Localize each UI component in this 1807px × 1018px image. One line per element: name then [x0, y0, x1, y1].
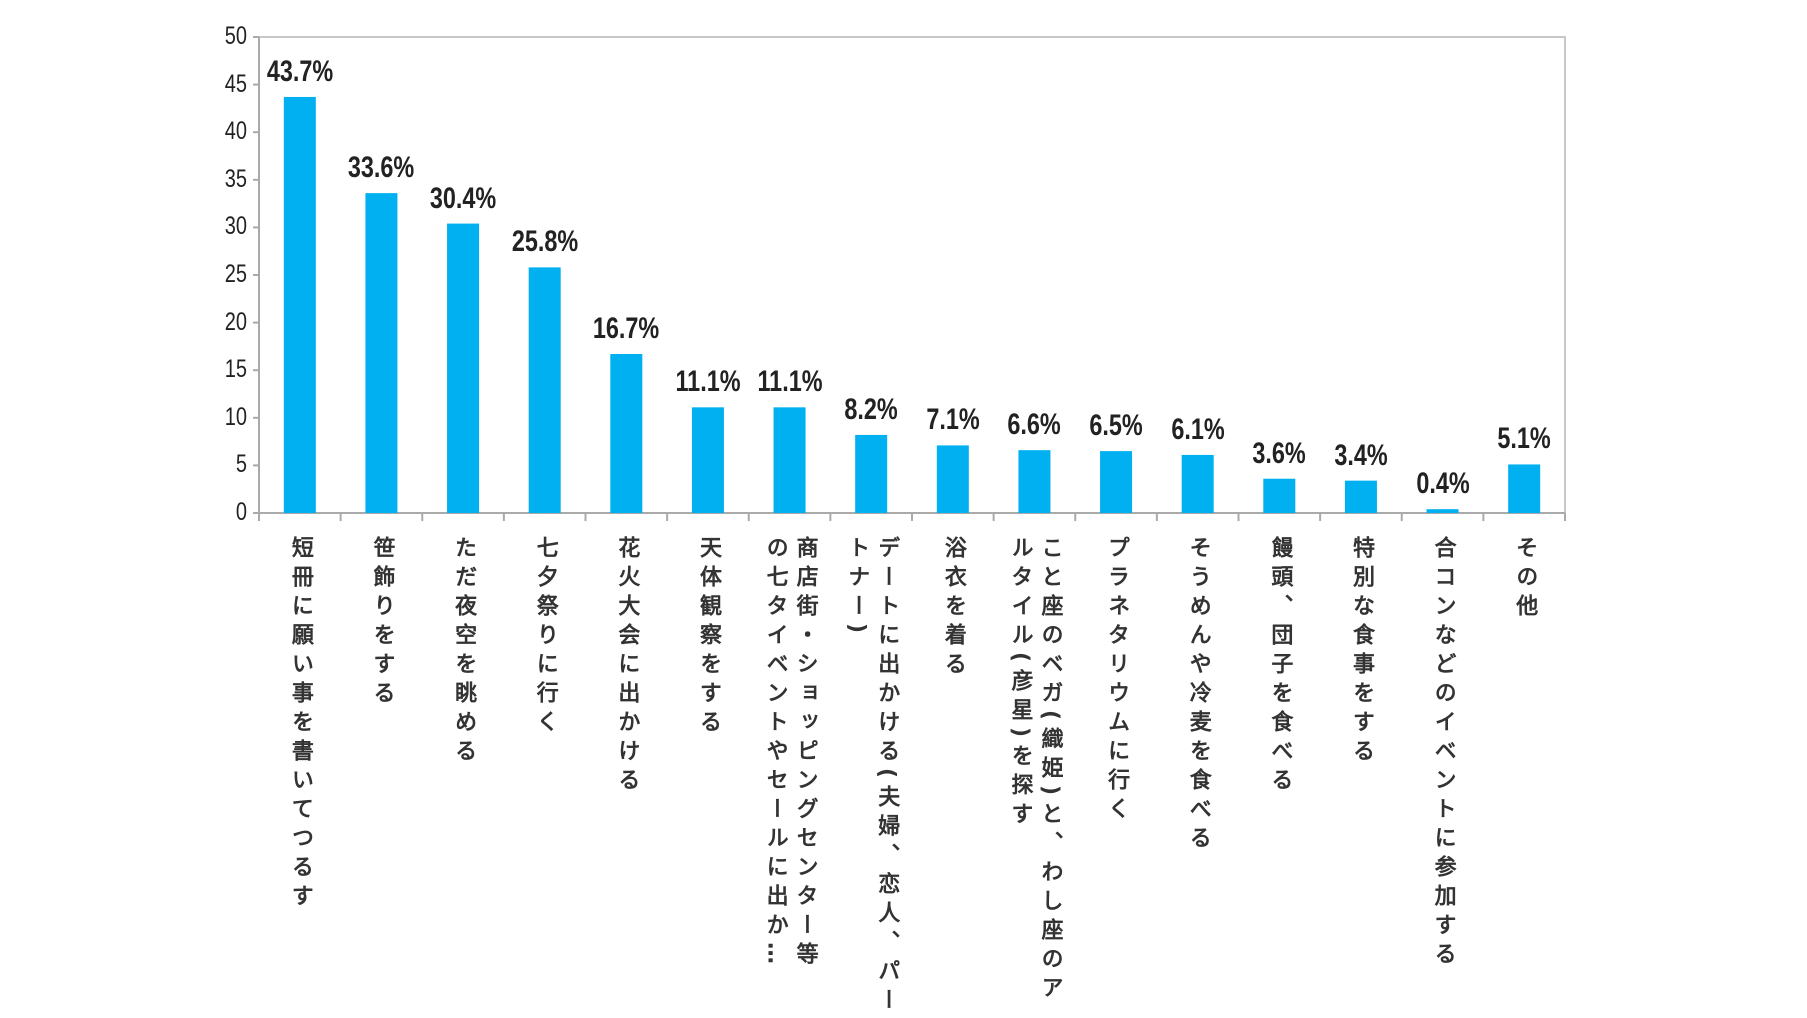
x-category-label-line: 商店街・ショッピングセンター等 — [792, 536, 818, 971]
x-category-label: 天体観察をする — [693, 536, 723, 739]
bar — [447, 223, 480, 514]
x-category-label: 短冊に願い事を書いてつるす — [285, 536, 315, 913]
x-category-label-line: トナー) — [844, 536, 870, 641]
bar — [1018, 450, 1051, 513]
x-category-label-line: その他 — [1512, 536, 1538, 623]
x-category-label: 商店街・ショッピングセンター等 の七タイベントやセールに出か… — [760, 536, 820, 971]
data-label: 30.4% — [429, 181, 497, 215]
x-category-label-line: デートに出かける(夫婦、恋人、パー — [874, 536, 900, 1018]
x-category-label: 七夕祭りに行く — [530, 536, 560, 739]
x-category-label-line: 花火大会に出かける — [614, 536, 640, 797]
x-category-label-line: 合コンなどのイベントに参加する — [1430, 536, 1456, 971]
x-category-label: 花火大会に出かける — [611, 536, 641, 797]
data-label: 6.5% — [1089, 409, 1143, 443]
x-category-label-line: そうめんや冷麦を食べる — [1185, 536, 1211, 855]
bar — [365, 193, 398, 514]
x-category-label-line: 浴衣を着る — [940, 536, 966, 681]
x-category-label-line: 特別な食事をする — [1348, 536, 1374, 768]
data-label: 43.7% — [266, 54, 333, 88]
x-category-label-line: こと座のベガ(織姫)と、わし座のア — [1037, 536, 1063, 1006]
bar — [1344, 480, 1377, 513]
data-label: 11.1% — [675, 365, 741, 399]
data-label: 33.6% — [348, 151, 415, 185]
bar — [1426, 509, 1459, 513]
data-label: 6.1% — [1171, 412, 1225, 446]
x-category-label: ただ夜空を眺める — [448, 536, 478, 768]
data-label: 8.2% — [844, 392, 898, 426]
data-label: 0.4% — [1415, 467, 1470, 501]
data-label: 5.1% — [1497, 422, 1551, 456]
y-tick-label: 10 — [224, 402, 247, 431]
bar — [1263, 478, 1296, 513]
y-tick-label: 30 — [224, 212, 247, 241]
y-tick-label: 45 — [224, 69, 247, 98]
data-label: 7.1% — [926, 403, 980, 437]
bar — [610, 354, 643, 513]
x-category-label: こと座のベガ(織姫)と、わし座のア ルタイル(彦星)を探す — [1004, 536, 1064, 1005]
bar — [1181, 454, 1214, 513]
x-category-label: 浴衣を着る — [938, 536, 968, 681]
x-category-label-line: プラネタリウムに行く — [1104, 536, 1130, 826]
bar — [691, 407, 724, 513]
x-category-label: 笹飾りをする — [366, 536, 396, 710]
bar — [1100, 451, 1133, 513]
x-category-label: 合コンなどのイベントに参加する — [1428, 536, 1458, 971]
data-label: 3.4% — [1334, 438, 1388, 472]
x-category-label: デートに出かける(夫婦、恋人、パー トナー) — [841, 536, 901, 1017]
x-category-label-line: ただ夜空を眺める — [451, 536, 477, 768]
x-category-label-line: 七夕祭りに行く — [532, 536, 558, 739]
data-label: 3.6% — [1252, 436, 1306, 470]
bar — [855, 434, 888, 513]
y-tick-label: 25 — [224, 260, 247, 288]
x-category-label: 特別な食事をする — [1346, 536, 1376, 768]
y-tick-label: 40 — [224, 117, 247, 146]
data-label: 16.7% — [593, 312, 660, 346]
x-category-label-line: 天体観察をする — [695, 536, 721, 739]
data-label: 25.8% — [511, 225, 578, 259]
x-category-label-line: 笹飾りをする — [369, 536, 395, 710]
y-tick-label: 5 — [235, 450, 247, 479]
x-category-label-line: 短冊に願い事を書いてつるす — [287, 536, 313, 913]
data-label: 11.1% — [757, 365, 823, 399]
bar — [528, 267, 561, 513]
x-category-label: 饅頭、団子を食べる — [1264, 536, 1294, 797]
y-tick-label: 15 — [224, 355, 247, 384]
bar — [283, 96, 316, 513]
x-category-label-line: の七タイベントやセールに出か… — [762, 536, 788, 971]
bar — [1508, 464, 1541, 513]
y-tick-label: 20 — [224, 307, 247, 336]
bar — [936, 445, 969, 513]
x-category-label: プラネタリウムに行く — [1101, 536, 1131, 826]
x-category-label: そうめんや冷麦を食べる — [1183, 536, 1213, 855]
y-tick-label: 50 — [224, 22, 247, 50]
x-category-label-line: ルタイル(彦星)を探す — [1007, 536, 1033, 832]
data-label: 6.6% — [1007, 408, 1062, 442]
bar — [773, 407, 806, 513]
x-category-label-line: 饅頭、団子を食べる — [1267, 536, 1293, 797]
y-tick-label: 0 — [235, 498, 247, 526]
y-tick-label: 35 — [224, 164, 247, 193]
x-category-label: その他 — [1509, 536, 1539, 623]
